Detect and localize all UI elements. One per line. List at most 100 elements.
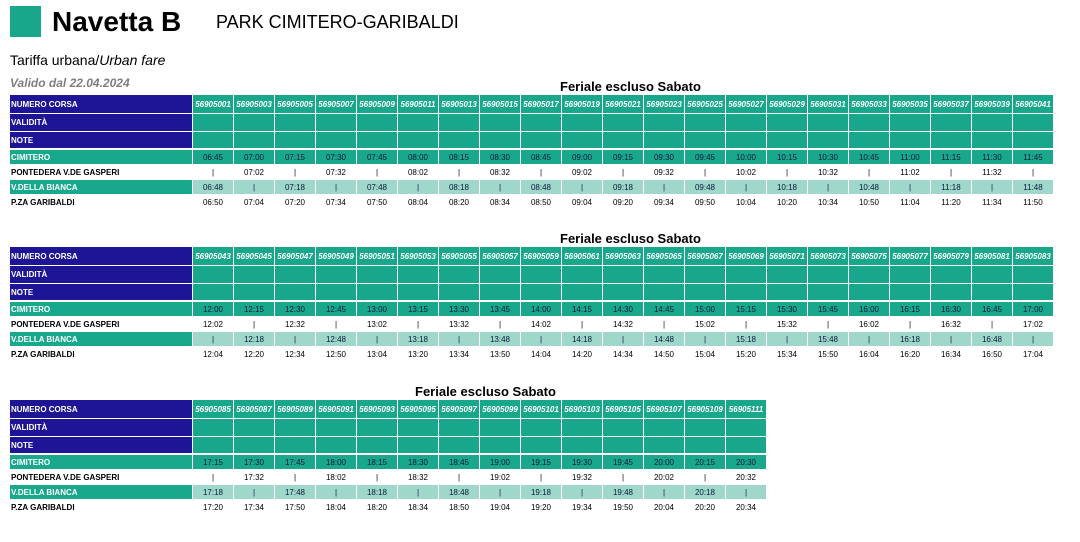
validity-cell bbox=[561, 418, 603, 437]
validity-cell bbox=[233, 265, 275, 284]
time-cell: | bbox=[889, 179, 931, 195]
time-cell: 06:48 bbox=[192, 179, 234, 195]
time-cell: | bbox=[930, 164, 972, 180]
trip-number-cell: 56905111 bbox=[725, 400, 767, 419]
trip-number-cell: 56905021 bbox=[602, 95, 644, 114]
time-cell: 07:50 bbox=[356, 194, 398, 210]
trip-number-cell: 56905017 bbox=[520, 95, 562, 114]
table-row: PONTEDERA V.DE GASPERI | 17:32 | 18:02 | 18:32… bbox=[10, 469, 767, 485]
validity-cell bbox=[274, 418, 316, 437]
note-cell bbox=[192, 283, 234, 302]
time-cell: | bbox=[725, 179, 767, 195]
time-cell: | bbox=[274, 331, 316, 347]
trip-number-cell: 56905075 bbox=[848, 247, 890, 266]
row-label: P.ZA GARIBALDI bbox=[10, 346, 193, 362]
note-cell bbox=[438, 283, 480, 302]
trip-number-cell: 56905101 bbox=[520, 400, 562, 419]
time-cell: | bbox=[561, 316, 603, 332]
validity-cell bbox=[643, 418, 685, 437]
time-cell: | bbox=[479, 484, 521, 500]
time-cell: 13:34 bbox=[438, 346, 480, 362]
timetable-table: NUMERO CORSA 56905001 56905003 56905005 5690… bbox=[10, 95, 1054, 210]
time-cell: 09:15 bbox=[602, 149, 644, 165]
trip-number-cell: 56905069 bbox=[725, 247, 767, 266]
time-cell: 18:48 bbox=[438, 484, 480, 500]
trip-number-cell: 56905081 bbox=[971, 247, 1013, 266]
time-cell: | bbox=[479, 179, 521, 195]
row-label: PONTEDERA V.DE GASPERI bbox=[10, 469, 193, 485]
time-cell: | bbox=[848, 331, 890, 347]
row-label: NOTE bbox=[10, 283, 193, 302]
table-row: P.ZA GARIBALDI 12:04 12:20 12:34 12:50 13:04 1… bbox=[10, 346, 1054, 362]
time-cell: 08:48 bbox=[520, 179, 562, 195]
row-label: PONTEDERA V.DE GASPERI bbox=[10, 316, 193, 332]
note-cell bbox=[602, 283, 644, 302]
time-cell: 07:45 bbox=[356, 149, 398, 165]
row-label: NUMERO CORSA bbox=[10, 400, 193, 419]
trip-number-cell: 56905057 bbox=[479, 247, 521, 266]
note-cell bbox=[725, 283, 767, 302]
trip-number-cell: 56905033 bbox=[848, 95, 890, 114]
time-cell: 14:50 bbox=[643, 346, 685, 362]
time-cell: 12:50 bbox=[315, 346, 357, 362]
time-cell: 20:04 bbox=[643, 499, 685, 515]
row-label: VALIDITÀ bbox=[10, 265, 193, 284]
row-label: V.DELLA BIANCA bbox=[10, 331, 193, 347]
trip-number-cell: 56905077 bbox=[889, 247, 931, 266]
time-cell: | bbox=[438, 164, 480, 180]
validity-cell bbox=[438, 113, 480, 132]
time-cell: 09:32 bbox=[643, 164, 685, 180]
time-cell: 09:02 bbox=[561, 164, 603, 180]
table-row: NOTE bbox=[10, 131, 1054, 150]
validity-cell bbox=[807, 113, 849, 132]
trip-number-cell: 56905001 bbox=[192, 95, 234, 114]
validity-cell bbox=[602, 418, 644, 437]
time-cell: 16:48 bbox=[971, 331, 1013, 347]
validity-cell bbox=[971, 113, 1013, 132]
note-cell bbox=[1012, 283, 1054, 302]
table-row: V.DELLA BIANCA 17:18 | 17:48 | 18:18 | 18:48 | 19… bbox=[10, 484, 767, 500]
validity-cell bbox=[315, 418, 357, 437]
time-cell: | bbox=[971, 316, 1013, 332]
timetable-table: NUMERO CORSA 56905043 56905045 56905047 5690… bbox=[10, 247, 1054, 362]
time-cell: 11:45 bbox=[1012, 149, 1054, 165]
time-cell: 14:20 bbox=[561, 346, 603, 362]
trip-number-cell: 56905035 bbox=[889, 95, 931, 114]
trip-number-cell: 56905087 bbox=[233, 400, 275, 419]
note-cell bbox=[889, 283, 931, 302]
note-cell bbox=[520, 131, 562, 150]
time-cell: | bbox=[520, 469, 562, 485]
page-title: Navetta B bbox=[52, 6, 182, 37]
time-cell: 14:48 bbox=[643, 331, 685, 347]
time-cell: | bbox=[602, 469, 644, 485]
time-cell: 14:04 bbox=[520, 346, 562, 362]
validity-cell bbox=[233, 113, 275, 132]
time-cell: 20:32 bbox=[725, 469, 767, 485]
time-cell: | bbox=[233, 179, 275, 195]
fare-type: Tariffa urbana/Urban fare bbox=[10, 51, 165, 69]
validity-cell bbox=[479, 113, 521, 132]
time-cell: | bbox=[397, 179, 439, 195]
time-cell: 09:48 bbox=[684, 179, 726, 195]
time-cell: 14:00 bbox=[520, 301, 562, 317]
trip-number-cell: 56905023 bbox=[643, 95, 685, 114]
time-cell: 15:32 bbox=[766, 316, 808, 332]
time-cell: 08:50 bbox=[520, 194, 562, 210]
time-cell: 10:30 bbox=[807, 149, 849, 165]
note-cell bbox=[192, 131, 234, 150]
time-cell: 14:02 bbox=[520, 316, 562, 332]
trip-number-cell: 56905007 bbox=[315, 95, 357, 114]
trip-number-cell: 56905031 bbox=[807, 95, 849, 114]
time-cell: 09:04 bbox=[561, 194, 603, 210]
time-cell: 11:34 bbox=[971, 194, 1013, 210]
note-cell bbox=[930, 131, 972, 150]
validity-cell bbox=[520, 418, 562, 437]
time-cell: 16:18 bbox=[889, 331, 931, 347]
validity-cell bbox=[438, 418, 480, 437]
time-cell: 11:20 bbox=[930, 194, 972, 210]
note-cell bbox=[684, 131, 726, 150]
time-cell: 13:32 bbox=[438, 316, 480, 332]
time-cell: | bbox=[684, 331, 726, 347]
time-cell: | bbox=[930, 331, 972, 347]
note-cell bbox=[561, 436, 603, 455]
